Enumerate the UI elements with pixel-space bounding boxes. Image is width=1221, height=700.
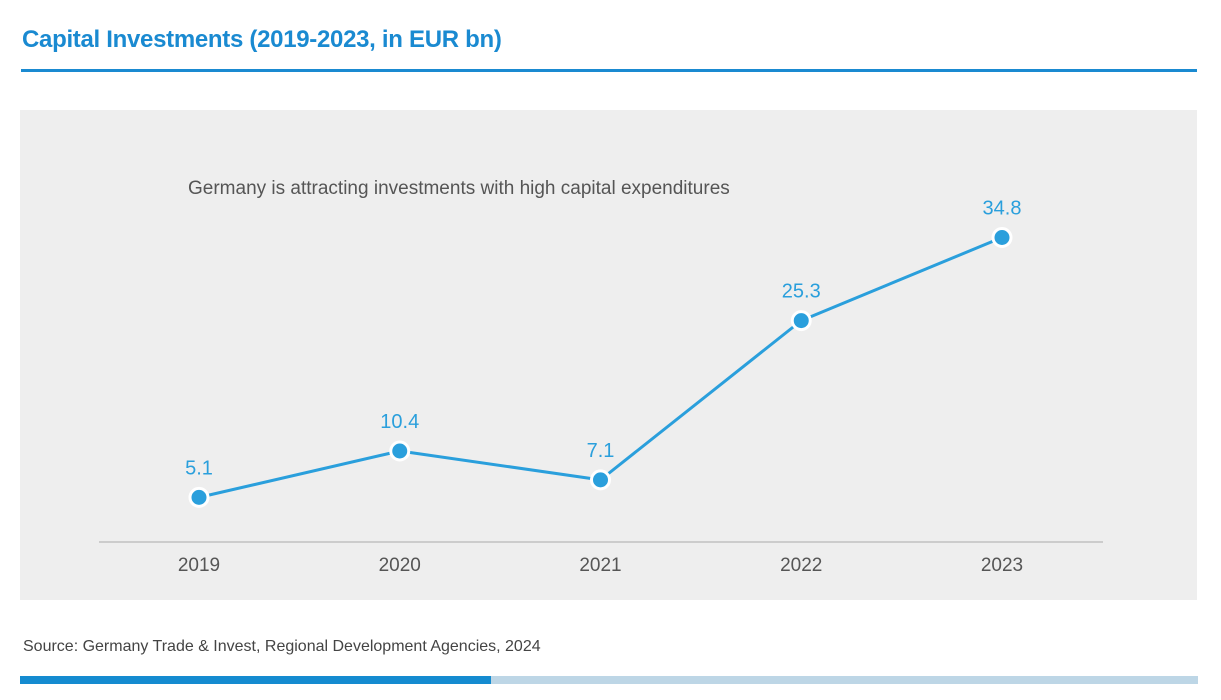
data-point-2021: [590, 469, 611, 491]
title-divider: [21, 69, 1197, 72]
chart-panel: Germany is attracting investments with h…: [20, 110, 1197, 600]
x-tick-label-2019: 2019: [178, 555, 220, 576]
data-label-2023: 34.8: [983, 198, 1022, 220]
source-note: Source: Germany Trade & Invest, Regional…: [23, 638, 541, 655]
data-point-2022: [790, 310, 812, 332]
data-point-2023: [991, 227, 1013, 248]
data-point-2019: [188, 486, 210, 508]
chart-subtitle: Germany is attracting investments with h…: [188, 178, 730, 199]
line-chart: Germany is attracting investments with h…: [99, 178, 1103, 576]
data-points: [188, 227, 1013, 508]
x-tick-label-2020: 2020: [379, 555, 421, 576]
x-tick-label-2023: 2023: [981, 555, 1023, 576]
data-label-2020: 10.4: [380, 411, 419, 433]
data-label-2021: 7.1: [587, 440, 615, 462]
data-label-2022: 25.3: [782, 281, 821, 303]
data-label-2019: 5.1: [185, 457, 213, 479]
x-tick-label-2022: 2022: [780, 555, 822, 576]
footer-bar-light: [491, 676, 1198, 684]
x-axis-ticks: 2019 2020 2021 2022 2023: [178, 555, 1023, 576]
chart-title: Capital Investments (2019-2023, in EUR b…: [22, 26, 502, 53]
data-point-2020: [389, 440, 411, 462]
footer-bar-accent: [20, 676, 491, 684]
data-labels: 5.1 10.4 7.1 25.3 34.8: [185, 198, 1021, 480]
x-tick-label-2021: 2021: [579, 555, 621, 576]
